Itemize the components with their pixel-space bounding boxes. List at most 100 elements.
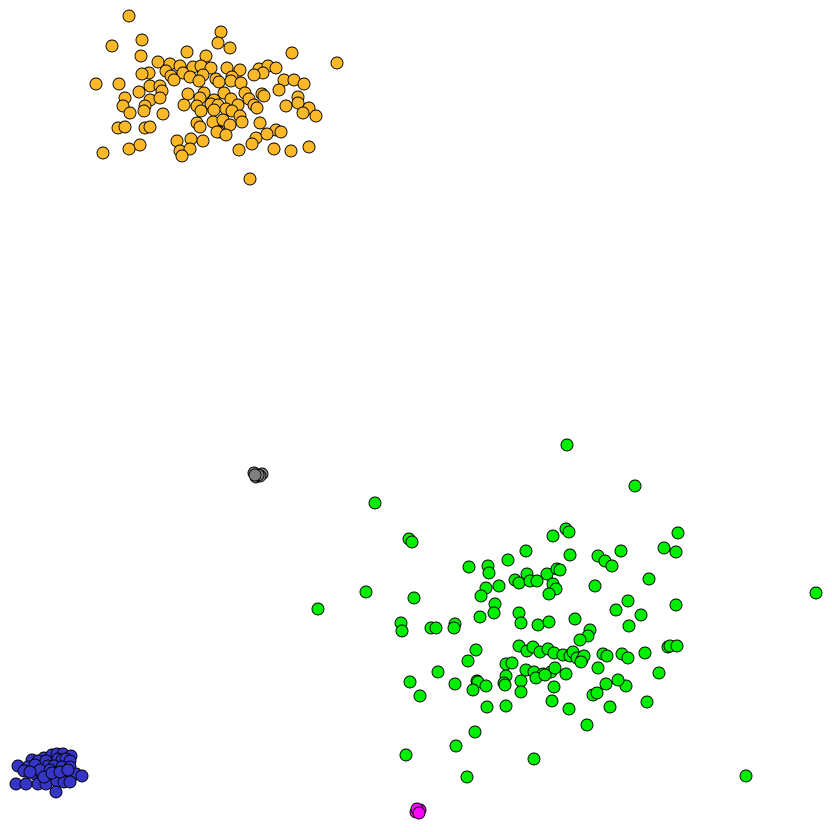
series-2-point-126 — [399, 748, 413, 762]
series-0-point-83 — [309, 109, 323, 123]
series-2-point-16 — [501, 553, 515, 567]
series-0-point-27 — [135, 67, 149, 81]
series-0-point-44 — [297, 77, 311, 91]
series-2-point-47 — [311, 602, 325, 616]
series-2-point-91 — [548, 661, 562, 675]
series-0-point-102 — [219, 128, 233, 142]
series-4-point-39 — [49, 785, 63, 799]
series-2-point-44 — [634, 608, 648, 622]
series-0-point-115 — [175, 149, 189, 163]
series-0-point-3 — [211, 36, 225, 50]
series-2-point-46 — [809, 586, 823, 600]
series-2-point-110 — [611, 673, 625, 687]
series-2-point-94 — [591, 661, 605, 675]
series-2-point-119 — [603, 700, 617, 714]
series-2-point-115 — [545, 694, 559, 708]
series-0-point-85 — [118, 120, 132, 134]
series-1 — [247, 466, 269, 484]
series-0-point-110 — [245, 137, 259, 151]
series-2-point-76 — [600, 649, 614, 663]
series-2-point-1 — [628, 479, 642, 493]
series-0-point-92 — [253, 116, 267, 130]
series-0-point-76 — [194, 104, 208, 118]
series-3-point-4 — [412, 806, 426, 820]
series-0-point-38 — [192, 74, 206, 88]
series-4-point-43 — [61, 763, 75, 777]
series-2-point-26 — [512, 576, 526, 590]
series-2-point-81 — [670, 639, 684, 653]
series-2-point-6 — [671, 526, 685, 540]
series-0-point-82 — [296, 106, 310, 120]
series-3 — [409, 802, 427, 820]
series-2-point-31 — [588, 579, 602, 593]
series-0-point-1 — [214, 25, 228, 39]
series-0-point-116 — [243, 172, 257, 186]
series-2-point-118 — [590, 686, 604, 700]
series-2-point-23 — [605, 559, 619, 573]
series-2-point-50 — [429, 621, 443, 635]
series-2-point-36 — [359, 585, 373, 599]
series-2-point-5 — [546, 529, 560, 543]
series-2-point-28 — [530, 574, 544, 588]
series-4 — [9, 747, 89, 799]
series-0-point-60 — [257, 89, 271, 103]
series-0-point-91 — [235, 115, 249, 129]
series-0-point-4 — [105, 39, 119, 53]
series-2-point-121 — [480, 700, 494, 714]
series-2-point-32 — [642, 572, 656, 586]
series-0-point-73 — [123, 106, 137, 120]
series-4-point-44 — [23, 765, 37, 779]
series-0-point-100 — [196, 134, 210, 148]
series-2-point-42 — [621, 594, 635, 608]
series-2-point-103 — [448, 677, 462, 691]
series-4-point-38 — [63, 775, 77, 789]
series-2-point-109 — [599, 677, 613, 691]
series-2-point-62 — [573, 633, 587, 647]
series-0-point-7 — [285, 46, 299, 60]
points-layer — [9, 9, 823, 820]
series-0-point-75 — [156, 107, 170, 121]
series-2-point-123 — [468, 725, 482, 739]
series-2-point-112 — [466, 683, 480, 697]
series-2-point-43 — [609, 603, 623, 617]
series-2-point-96 — [431, 665, 445, 679]
series-2-point-0 — [560, 438, 574, 452]
series-2-point-9 — [519, 544, 533, 558]
series-0-point-32 — [247, 68, 261, 82]
series-0-point-105 — [133, 138, 147, 152]
series-0-point-97 — [274, 125, 288, 139]
series-0-point-34 — [112, 77, 126, 91]
series-2-point-86 — [505, 656, 519, 670]
series-2-point-93 — [574, 655, 588, 669]
series-0-point-104 — [260, 127, 274, 141]
series-2-point-127 — [460, 770, 474, 784]
series-0-point-2 — [135, 33, 149, 47]
series-2-point-83 — [469, 643, 483, 657]
series-2-point-34 — [492, 579, 506, 593]
series-0-point-52 — [272, 83, 286, 97]
series-2-point-129 — [739, 769, 753, 783]
series-2-point-37 — [407, 591, 421, 605]
series-2-point-120 — [640, 695, 654, 709]
series-2-point-38 — [474, 589, 488, 603]
series-2-point-52 — [447, 621, 461, 635]
series-0-point-74 — [137, 104, 151, 118]
series-0-point-113 — [302, 140, 316, 154]
series-2-point-8 — [405, 535, 419, 549]
series-0-point-81 — [250, 101, 264, 115]
series-0 — [89, 9, 344, 186]
series-0-point-64 — [177, 98, 191, 112]
series-2-point-61 — [622, 619, 636, 633]
series-2-point-14 — [462, 560, 476, 574]
series-0-point-37 — [167, 73, 181, 87]
series-1-point-5 — [248, 468, 262, 482]
series-2-point-113 — [498, 678, 512, 692]
series-2-point-95 — [652, 666, 666, 680]
series-0-point-87 — [143, 120, 157, 134]
series-0-point-12 — [330, 56, 344, 70]
series-0-point-33 — [89, 77, 103, 91]
series-2-point-78 — [621, 651, 635, 665]
series-0-point-21 — [269, 61, 283, 75]
series-0-point-77 — [207, 103, 221, 117]
